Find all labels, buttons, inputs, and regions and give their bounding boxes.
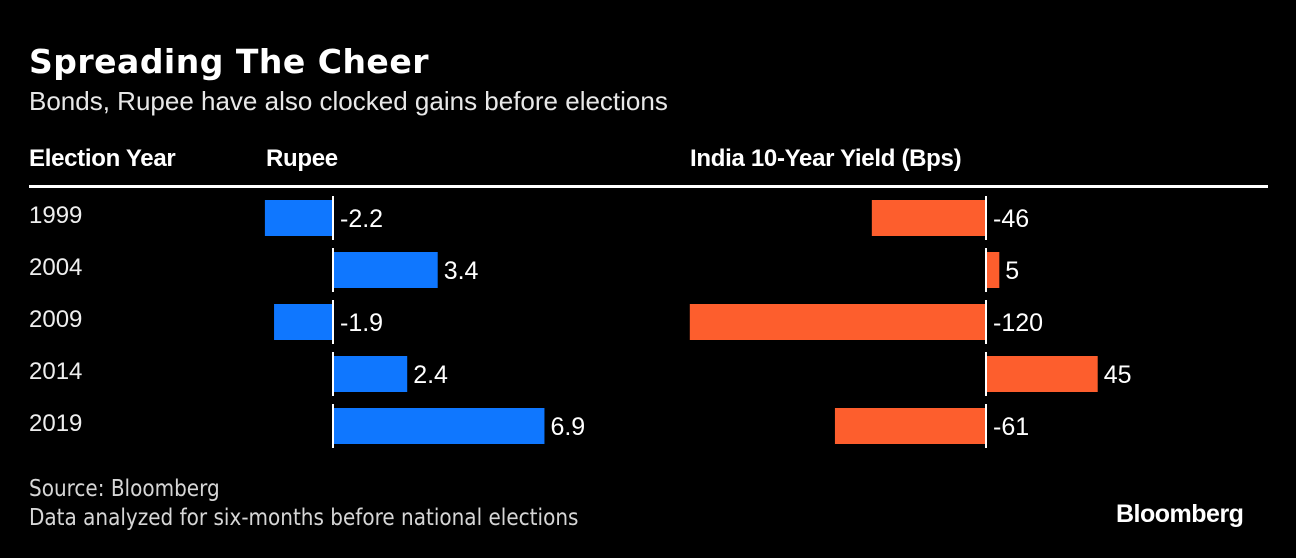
data-note: Data analyzed for six-months before nati… bbox=[29, 505, 579, 531]
bar-yield-2014 bbox=[987, 356, 1098, 392]
column-header-rupee: Rupee bbox=[266, 145, 338, 172]
data-label: 3.4 bbox=[444, 257, 479, 285]
data-label: -46 bbox=[993, 205, 1029, 233]
column-header-yield: India 10-Year Yield (Bps) bbox=[690, 145, 962, 172]
chart-subtitle: Bonds, Rupee have also clocked gains bef… bbox=[29, 86, 668, 116]
source-note: Source: Bloomberg bbox=[29, 476, 220, 502]
header-rule bbox=[29, 185, 1268, 188]
data-label: 45 bbox=[1104, 361, 1132, 389]
data-label: 5 bbox=[1005, 257, 1019, 285]
data-label: 2.4 bbox=[413, 361, 448, 389]
bar-rupee-1999 bbox=[264, 200, 332, 236]
data-label: -1.9 bbox=[340, 309, 383, 337]
column-header-election-year: Election Year bbox=[29, 145, 176, 172]
year-label: 2014 bbox=[29, 358, 83, 385]
bar-rupee-2019 bbox=[334, 408, 545, 444]
data-label: 6.9 bbox=[550, 413, 585, 441]
chart-title: Spreading The Cheer bbox=[29, 42, 429, 81]
bar-yield-2004 bbox=[987, 252, 1000, 288]
bar-rupee-2009 bbox=[274, 304, 332, 340]
year-label: 1999 bbox=[29, 202, 83, 229]
bar-rupee-2004 bbox=[334, 252, 438, 288]
bar-yield-2009 bbox=[689, 304, 985, 340]
bar-yield-1999 bbox=[871, 200, 985, 236]
year-label: 2019 bbox=[29, 410, 83, 437]
bar-rupee-2014 bbox=[334, 356, 408, 392]
bloomberg-logo: Bloomberg bbox=[1116, 500, 1244, 528]
bar-yield-2019 bbox=[834, 408, 985, 444]
data-label: -120 bbox=[993, 309, 1043, 337]
data-label: -61 bbox=[993, 413, 1029, 441]
year-label: 2009 bbox=[29, 306, 83, 333]
year-label: 2004 bbox=[29, 254, 83, 281]
data-label: -2.2 bbox=[340, 205, 383, 233]
